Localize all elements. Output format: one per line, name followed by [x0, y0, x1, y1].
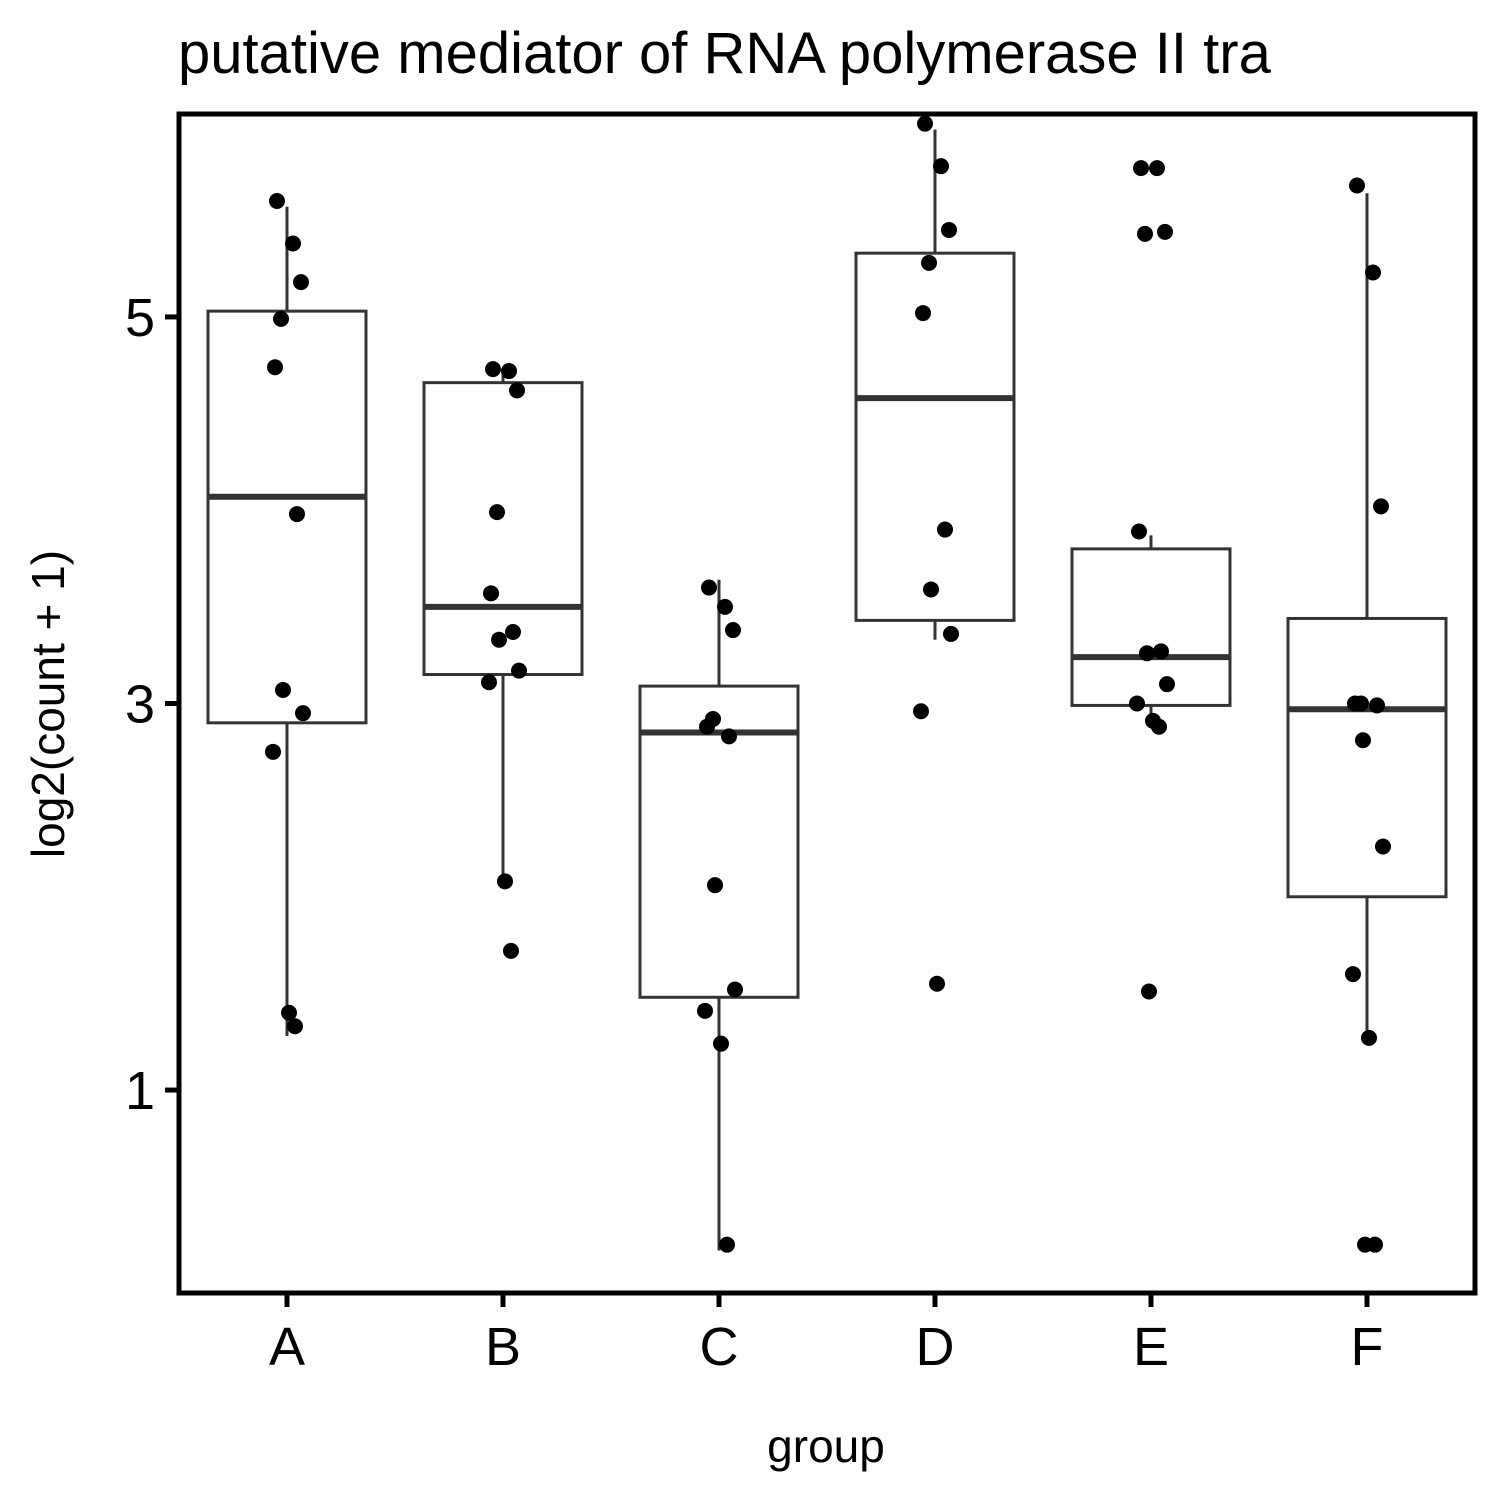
data-point	[697, 1002, 713, 1019]
y-axis-label: log2(count + 1)	[22, 550, 74, 858]
y-tick-label: 5	[125, 288, 155, 348]
data-point	[1159, 676, 1175, 693]
data-point	[913, 703, 929, 720]
data-point	[1139, 645, 1155, 662]
y-tick-label: 1	[125, 1061, 155, 1121]
data-point	[501, 363, 517, 380]
data-point	[265, 743, 281, 760]
data-point	[941, 221, 957, 238]
x-tick-label: C	[700, 1317, 739, 1377]
x-tick-label: E	[1133, 1317, 1169, 1377]
data-point	[1157, 223, 1173, 240]
data-point	[1149, 160, 1165, 177]
data-point	[505, 623, 521, 640]
data-point	[491, 631, 507, 648]
box	[206, 309, 368, 725]
data-point	[1141, 983, 1157, 1000]
data-point	[289, 506, 305, 523]
data-point	[273, 310, 289, 327]
data-point	[1131, 523, 1147, 540]
x-tick-label: A	[269, 1317, 305, 1377]
axes: 1 3 5 A B C D E F	[125, 288, 1384, 1377]
data-point	[497, 873, 513, 890]
data-point	[269, 192, 285, 209]
data-point	[719, 1236, 735, 1253]
data-point	[707, 877, 723, 894]
x-tick-label: D	[916, 1317, 955, 1377]
data-point	[717, 598, 733, 615]
data-point	[295, 705, 311, 722]
data-point	[1153, 643, 1169, 660]
data-point	[503, 942, 519, 959]
data-point	[727, 981, 743, 998]
data-point	[929, 975, 945, 992]
data-point	[701, 579, 717, 596]
data-point	[287, 1018, 303, 1035]
data-point	[725, 622, 741, 639]
data-point	[267, 359, 283, 376]
data-point	[1349, 177, 1365, 194]
data-point	[1361, 1029, 1377, 1046]
x-tick-label: B	[485, 1317, 521, 1377]
data-point	[917, 115, 933, 132]
data-point	[1365, 264, 1381, 281]
data-point	[281, 1004, 297, 1021]
box	[422, 381, 584, 677]
data-point	[943, 625, 959, 642]
data-point	[489, 504, 505, 521]
data-point	[1137, 225, 1153, 242]
chart-title: putative mediator of RNA polymerase II t…	[178, 21, 1272, 86]
data-point	[921, 254, 937, 271]
box	[1286, 616, 1448, 899]
x-tick-label: F	[1351, 1317, 1384, 1377]
data-point	[481, 674, 497, 691]
plot-area	[206, 115, 1448, 1253]
x-axis-label: group	[767, 1420, 885, 1472]
data-point	[923, 581, 939, 598]
data-point	[933, 158, 949, 175]
data-point	[485, 361, 501, 378]
data-point	[483, 585, 499, 602]
box	[1070, 547, 1232, 707]
data-point	[511, 662, 527, 679]
data-point	[509, 382, 525, 399]
data-point	[1345, 966, 1361, 983]
data-point	[293, 274, 309, 291]
data-point	[1347, 695, 1363, 712]
plot-frame	[176, 111, 1478, 1296]
data-point	[713, 1035, 729, 1052]
data-point	[915, 305, 931, 322]
y-tick-label: 3	[125, 675, 155, 735]
data-point	[1133, 160, 1149, 177]
data-point	[1151, 718, 1167, 735]
data-point	[1129, 695, 1145, 712]
data-point	[1357, 1236, 1373, 1253]
box	[638, 684, 800, 999]
data-point	[1355, 732, 1371, 749]
data-point	[937, 521, 953, 538]
data-point	[721, 728, 737, 745]
data-point	[1369, 697, 1385, 714]
box	[854, 251, 1016, 622]
data-point	[699, 718, 715, 735]
data-point	[285, 235, 301, 252]
data-point	[275, 681, 291, 698]
data-point	[1373, 498, 1389, 515]
data-point	[1375, 838, 1391, 855]
